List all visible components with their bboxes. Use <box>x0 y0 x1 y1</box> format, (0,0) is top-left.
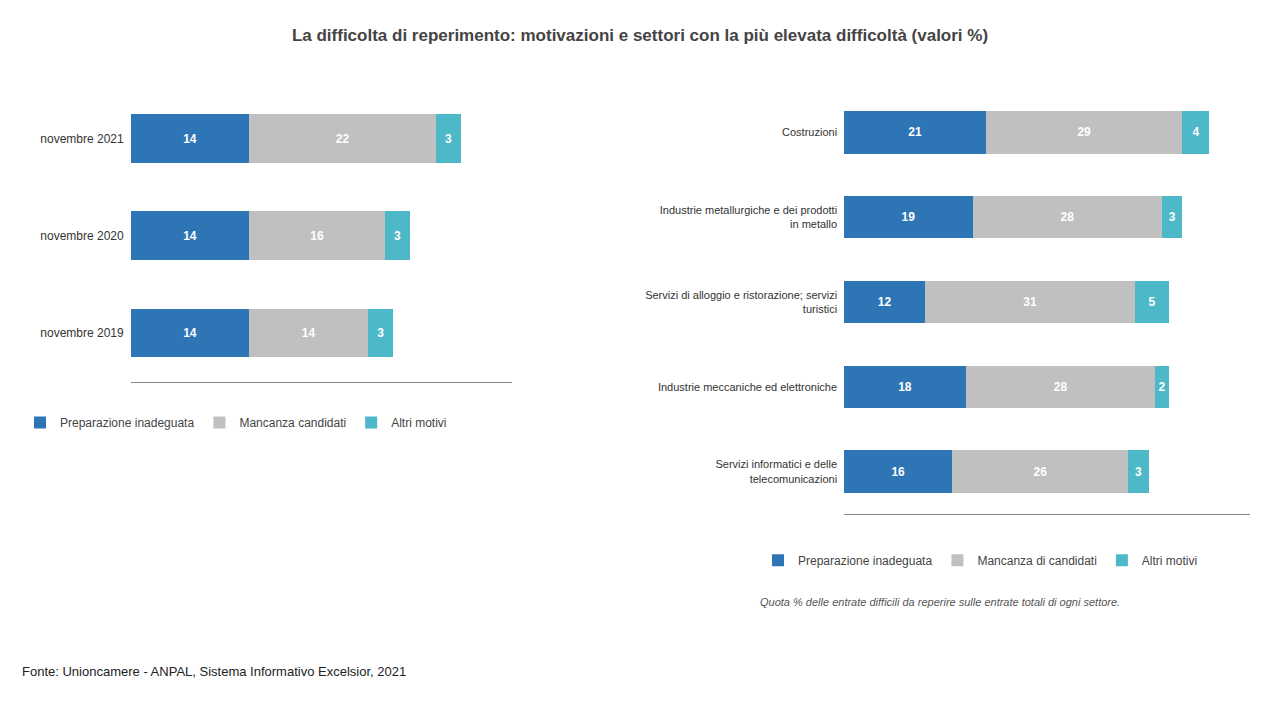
svg-text:14: 14 <box>183 229 197 243</box>
svg-text:18: 18 <box>898 380 912 394</box>
svg-text:16: 16 <box>310 229 324 243</box>
svg-text:Mancanza candidati: Mancanza candidati <box>239 416 346 430</box>
svg-text:La difficolta di reperimento:: La difficolta di reperimento: motivazion… <box>292 26 988 45</box>
svg-text:14: 14 <box>302 326 316 340</box>
svg-text:novembre 2020: novembre 2020 <box>40 229 124 243</box>
svg-text:2: 2 <box>1159 380 1166 394</box>
svg-text:novembre 2019: novembre 2019 <box>40 326 124 340</box>
svg-text:novembre 2021: novembre 2021 <box>40 132 124 146</box>
svg-text:3: 3 <box>445 132 452 146</box>
svg-text:Altri motivi: Altri motivi <box>391 416 446 430</box>
svg-text:22: 22 <box>336 132 350 146</box>
svg-text:19: 19 <box>902 210 916 224</box>
svg-text:Industrie metallurgiche e dei: Industrie metallurgiche e dei prodottiin… <box>660 204 837 230</box>
svg-text:5: 5 <box>1148 295 1155 309</box>
svg-text:Costruzioni: Costruzioni <box>782 126 837 138</box>
svg-text:3: 3 <box>1169 210 1176 224</box>
svg-text:Preparazione inadeguata: Preparazione inadeguata <box>60 416 194 430</box>
svg-text:14: 14 <box>183 326 197 340</box>
svg-text:Altri motivi: Altri motivi <box>1142 554 1197 568</box>
svg-text:12: 12 <box>878 295 892 309</box>
svg-text:3: 3 <box>377 326 384 340</box>
svg-text:16: 16 <box>891 465 905 479</box>
svg-text:28: 28 <box>1061 210 1075 224</box>
svg-text:29: 29 <box>1077 125 1091 139</box>
svg-text:28: 28 <box>1054 380 1068 394</box>
svg-text:Servizi informatici e delletel: Servizi informatici e delletelecomunicaz… <box>715 458 837 484</box>
svg-text:Industrie meccaniche ed elettr: Industrie meccaniche ed elettroniche <box>658 381 837 393</box>
svg-text:4: 4 <box>1192 125 1199 139</box>
svg-text:3: 3 <box>1135 465 1142 479</box>
svg-text:14: 14 <box>183 132 197 146</box>
svg-text:Servizi di alloggio e ristoraz: Servizi di alloggio e ristorazione; serv… <box>645 289 837 315</box>
svg-text:Fonte: Unioncamere - ANPAL, Si: Fonte: Unioncamere - ANPAL, Sistema Info… <box>22 664 406 679</box>
svg-text:21: 21 <box>908 125 922 139</box>
svg-text:Preparazione inadeguata: Preparazione inadeguata <box>798 554 932 568</box>
svg-text:Mancanza di candidati: Mancanza di candidati <box>977 554 1096 568</box>
svg-text:26: 26 <box>1033 465 1047 479</box>
svg-text:31: 31 <box>1023 295 1037 309</box>
svg-text:3: 3 <box>394 229 401 243</box>
svg-text:Quota % delle entrate difficil: Quota % delle entrate difficili da reper… <box>760 596 1120 608</box>
